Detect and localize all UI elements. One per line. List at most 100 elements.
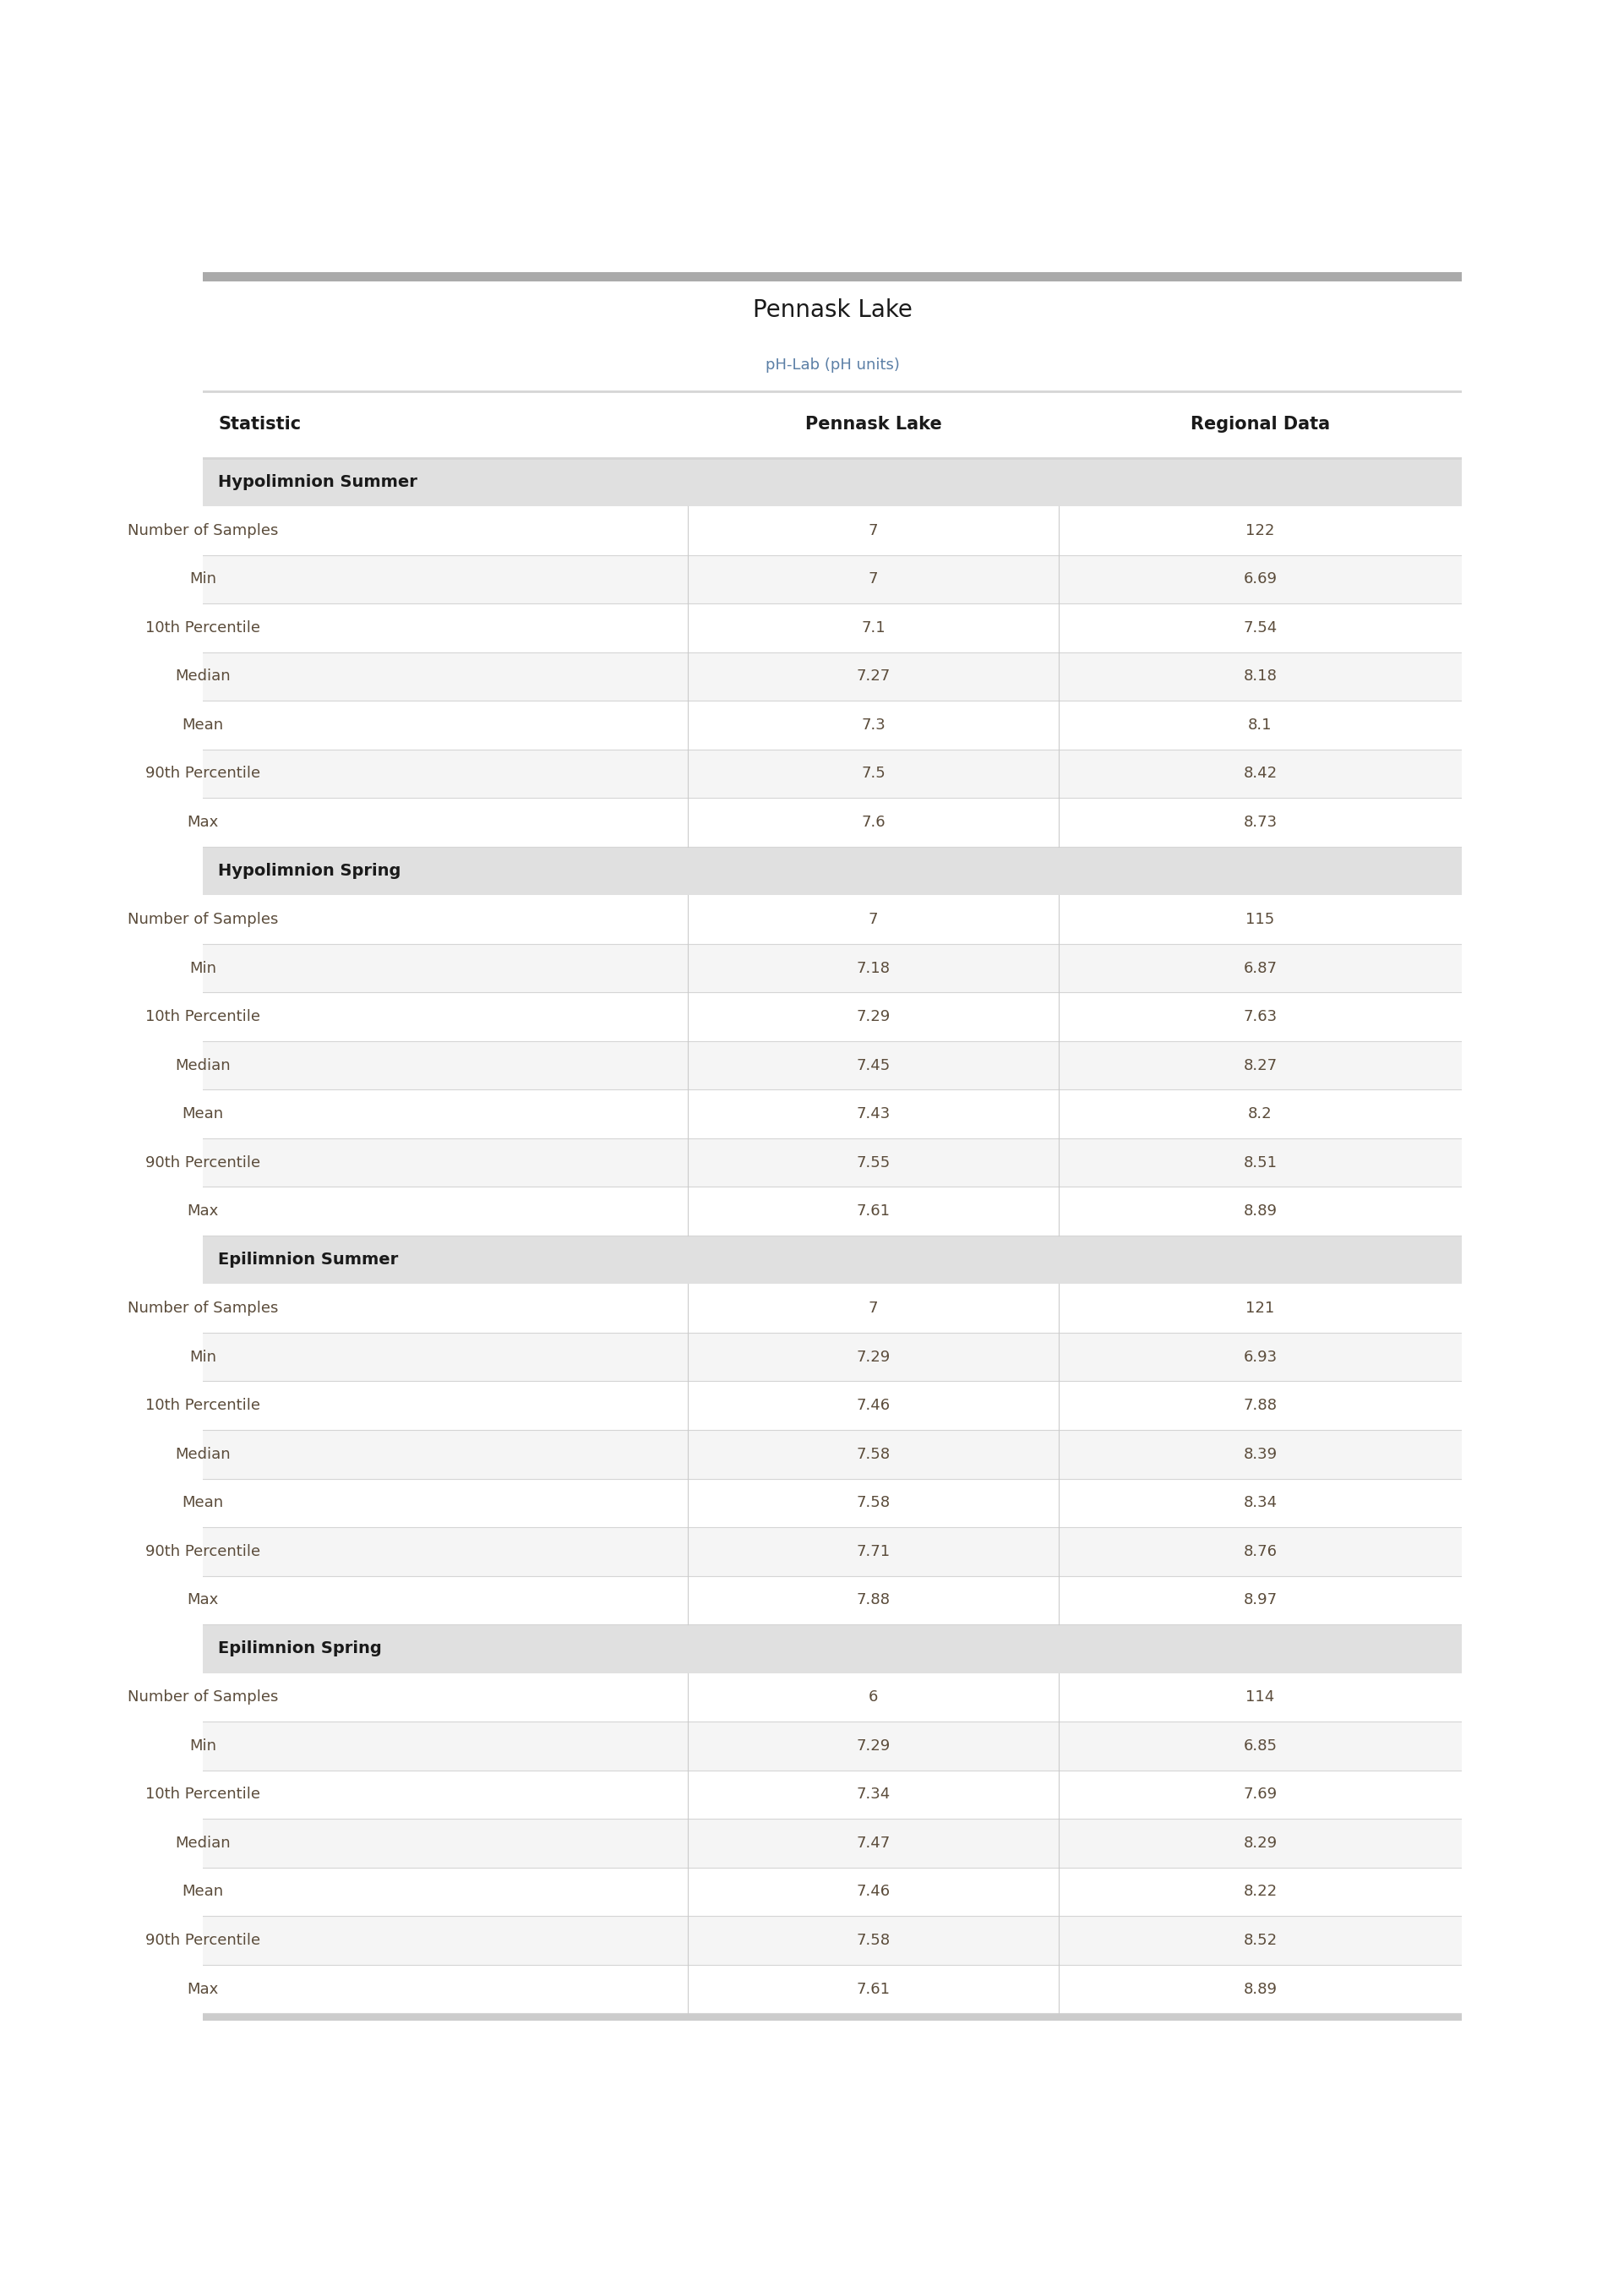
Text: Min: Min bbox=[190, 1739, 216, 1752]
Text: Min: Min bbox=[190, 960, 216, 976]
Text: Mean: Mean bbox=[182, 1884, 224, 1900]
Text: pH-Lab (pH units): pH-Lab (pH units) bbox=[765, 356, 900, 372]
Text: Epilimnion Summer: Epilimnion Summer bbox=[218, 1251, 398, 1269]
Text: 10th Percentile: 10th Percentile bbox=[146, 1398, 260, 1414]
Text: Number of Samples: Number of Samples bbox=[128, 522, 278, 538]
Text: Median: Median bbox=[175, 1058, 231, 1074]
Text: 121: 121 bbox=[1246, 1301, 1275, 1317]
Text: 115: 115 bbox=[1246, 913, 1275, 926]
Text: 7.55: 7.55 bbox=[856, 1155, 890, 1169]
Bar bbox=[203, 1187, 1462, 1235]
Text: 7.58: 7.58 bbox=[856, 1496, 890, 1510]
Bar bbox=[203, 1090, 1462, 1137]
Text: Max: Max bbox=[187, 815, 219, 831]
Text: 7.71: 7.71 bbox=[856, 1544, 890, 1559]
Text: 90th Percentile: 90th Percentile bbox=[146, 765, 260, 781]
Text: 6.69: 6.69 bbox=[1244, 572, 1276, 588]
Text: 7.61: 7.61 bbox=[856, 1982, 890, 1998]
Text: 6: 6 bbox=[869, 1689, 879, 1705]
Text: 90th Percentile: 90th Percentile bbox=[146, 1932, 260, 1948]
Text: 8.73: 8.73 bbox=[1244, 815, 1276, 831]
Bar bbox=[203, 1868, 1462, 1916]
Text: 7.45: 7.45 bbox=[856, 1058, 890, 1074]
Text: 7.54: 7.54 bbox=[1244, 620, 1276, 636]
Text: 8.89: 8.89 bbox=[1244, 1203, 1276, 1219]
Text: 8.29: 8.29 bbox=[1244, 1836, 1276, 1850]
Bar bbox=[203, 1966, 1462, 2013]
Bar bbox=[203, 1478, 1462, 1528]
Text: Mean: Mean bbox=[182, 1496, 224, 1510]
Text: 8.89: 8.89 bbox=[1244, 1982, 1276, 1998]
Bar bbox=[203, 799, 1462, 847]
Text: 6.87: 6.87 bbox=[1244, 960, 1276, 976]
Bar bbox=[203, 749, 1462, 799]
Text: 10th Percentile: 10th Percentile bbox=[146, 620, 260, 636]
Text: Min: Min bbox=[190, 572, 216, 588]
Text: 8.34: 8.34 bbox=[1244, 1496, 1276, 1510]
Text: 7.58: 7.58 bbox=[856, 1932, 890, 1948]
Text: 8.1: 8.1 bbox=[1249, 717, 1272, 733]
Text: 7.61: 7.61 bbox=[856, 1203, 890, 1219]
Text: 10th Percentile: 10th Percentile bbox=[146, 1010, 260, 1024]
Text: Mean: Mean bbox=[182, 717, 224, 733]
Bar bbox=[203, 701, 1462, 749]
Bar bbox=[203, 1042, 1462, 1090]
Bar bbox=[203, 1235, 1462, 1285]
Text: 90th Percentile: 90th Percentile bbox=[146, 1155, 260, 1169]
Text: 7.69: 7.69 bbox=[1244, 1786, 1276, 1802]
Text: 8.18: 8.18 bbox=[1244, 670, 1276, 683]
Text: Number of Samples: Number of Samples bbox=[128, 913, 278, 926]
Text: Max: Max bbox=[187, 1982, 219, 1998]
Text: Hypolimnion Spring: Hypolimnion Spring bbox=[218, 863, 401, 878]
Bar bbox=[203, 1625, 1462, 1673]
Text: 8.97: 8.97 bbox=[1244, 1594, 1276, 1607]
Text: Pennask Lake: Pennask Lake bbox=[752, 297, 913, 322]
Bar bbox=[203, 1528, 1462, 1575]
Text: 7.63: 7.63 bbox=[1244, 1010, 1276, 1024]
Bar bbox=[203, 506, 1462, 554]
Text: 8.52: 8.52 bbox=[1244, 1932, 1276, 1948]
Bar bbox=[203, 1771, 1462, 1818]
Bar bbox=[203, 992, 1462, 1042]
Bar bbox=[203, 944, 1462, 992]
Text: 7.58: 7.58 bbox=[856, 1446, 890, 1462]
Bar bbox=[203, 1673, 1462, 1721]
Text: 7.3: 7.3 bbox=[861, 717, 885, 733]
Text: Epilimnion Spring: Epilimnion Spring bbox=[218, 1641, 382, 1657]
Text: Hypolimnion Summer: Hypolimnion Summer bbox=[218, 474, 417, 490]
Text: 7: 7 bbox=[869, 1301, 879, 1317]
Bar bbox=[203, 894, 1462, 944]
Bar bbox=[203, 459, 1462, 506]
Text: 7: 7 bbox=[869, 522, 879, 538]
Bar bbox=[203, 651, 1462, 701]
Bar bbox=[203, 1721, 1462, 1771]
Text: Number of Samples: Number of Samples bbox=[128, 1689, 278, 1705]
Text: Min: Min bbox=[190, 1348, 216, 1364]
Text: 7: 7 bbox=[869, 913, 879, 926]
Bar bbox=[203, 272, 1462, 281]
Text: 7.27: 7.27 bbox=[856, 670, 890, 683]
Text: 114: 114 bbox=[1246, 1689, 1275, 1705]
Text: 8.51: 8.51 bbox=[1244, 1155, 1276, 1169]
Bar bbox=[203, 604, 1462, 651]
Bar bbox=[203, 1818, 1462, 1868]
Bar bbox=[203, 1916, 1462, 1966]
Text: 8.22: 8.22 bbox=[1244, 1884, 1276, 1900]
Text: 8.27: 8.27 bbox=[1244, 1058, 1276, 1074]
Text: 90th Percentile: 90th Percentile bbox=[146, 1544, 260, 1559]
Text: Statistic: Statistic bbox=[218, 415, 300, 434]
Bar bbox=[203, 1285, 1462, 1332]
Text: 8.39: 8.39 bbox=[1244, 1446, 1276, 1462]
Text: 7.18: 7.18 bbox=[856, 960, 890, 976]
Bar bbox=[203, 1332, 1462, 1382]
Text: 7.29: 7.29 bbox=[856, 1348, 890, 1364]
Text: Max: Max bbox=[187, 1203, 219, 1219]
Text: 7.47: 7.47 bbox=[856, 1836, 890, 1850]
Bar bbox=[203, 554, 1462, 604]
Text: Number of Samples: Number of Samples bbox=[128, 1301, 278, 1317]
Text: Max: Max bbox=[187, 1594, 219, 1607]
Text: Pennask Lake: Pennask Lake bbox=[806, 415, 942, 434]
Text: 7.5: 7.5 bbox=[861, 765, 885, 781]
Text: 7.46: 7.46 bbox=[856, 1884, 890, 1900]
Bar bbox=[203, 390, 1462, 459]
